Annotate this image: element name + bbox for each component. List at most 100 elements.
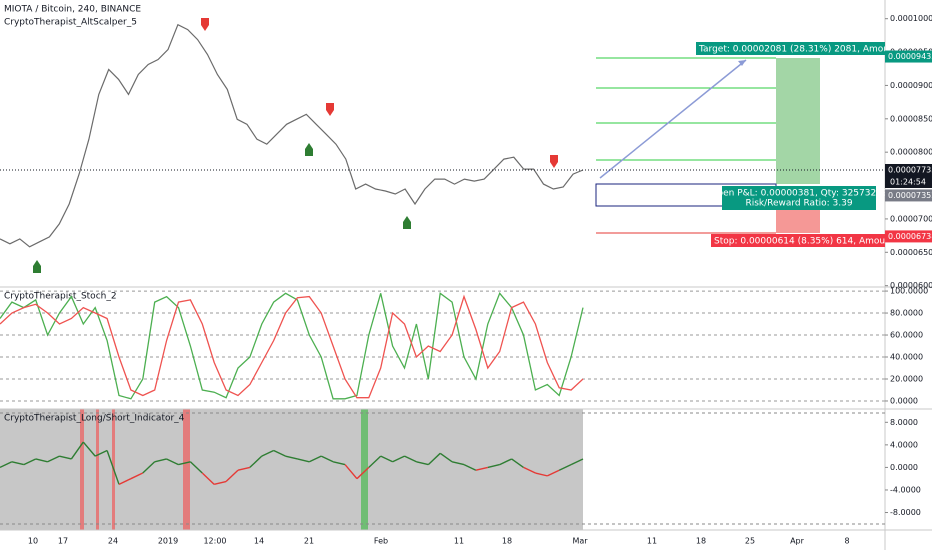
indicator-background bbox=[0, 409, 583, 530]
oscillator-segment bbox=[344, 464, 358, 480]
oscillator-segment bbox=[130, 472, 144, 480]
oscillator-segment bbox=[11, 461, 24, 466]
series-line bbox=[0, 23, 584, 248]
long-signal bbox=[361, 409, 368, 530]
price-tag-label: 0.00009433 bbox=[888, 52, 932, 61]
symbol-title: MIOTA / Bitcoin, 240, BINANCE bbox=[4, 5, 141, 15]
oscillator-segment bbox=[487, 463, 500, 469]
y-tick-label: 20.0000 bbox=[890, 374, 923, 383]
oscillator-segment bbox=[225, 469, 239, 483]
oscillator-segment bbox=[475, 466, 488, 471]
oscillator-segment bbox=[47, 455, 60, 463]
oscillator-segment bbox=[23, 458, 36, 466]
oscillator-segment bbox=[547, 469, 560, 477]
y-tick-label: -8.0000 bbox=[890, 508, 921, 517]
x-tick-label: 17 bbox=[58, 537, 68, 546]
oscillator-segment bbox=[201, 472, 215, 485]
countdown-bg bbox=[885, 175, 932, 188]
stop-label: Stop: 0.00000614 (8.35%) 614, Amount: 80… bbox=[714, 237, 918, 247]
oscillator-segment bbox=[523, 466, 536, 474]
oscillator-segment bbox=[35, 458, 48, 463]
x-tick-label: 14 bbox=[254, 537, 264, 546]
oscillator-segment bbox=[439, 452, 453, 463]
oscillator-segment bbox=[392, 455, 405, 463]
oscillator-segment bbox=[499, 458, 512, 466]
price-tag bbox=[885, 230, 932, 243]
target-label: Target: 0.00002081 (28.31%) 2081, Amount… bbox=[698, 45, 921, 55]
target-label-bg bbox=[696, 42, 885, 55]
x-tick-label: 2019 bbox=[158, 537, 178, 546]
oscillator-segment bbox=[427, 452, 441, 466]
x-tick-label: 8 bbox=[844, 537, 849, 546]
y-tick-label: 80.0000 bbox=[890, 309, 923, 318]
oscillator-segment bbox=[70, 441, 84, 460]
oscillator-segment bbox=[285, 455, 298, 460]
y-tick-label: 40.0000 bbox=[890, 353, 923, 362]
price-tag bbox=[885, 50, 932, 63]
arrow-head bbox=[738, 60, 746, 66]
oscillator-segment bbox=[511, 458, 524, 468]
series-line bbox=[0, 292, 584, 400]
oscillator-segment bbox=[82, 441, 96, 457]
oscillator-segment bbox=[249, 455, 263, 468]
price-tag bbox=[885, 189, 932, 202]
x-tick-label: 11 bbox=[647, 537, 657, 546]
price-tag-label: 0.00007352 bbox=[888, 191, 932, 200]
x-tick-label: 24 bbox=[108, 537, 118, 546]
oscillator-segment bbox=[356, 466, 370, 480]
y-tick-label: 8.0000 bbox=[890, 418, 918, 427]
oscillator-segment bbox=[320, 455, 334, 463]
oscillator-segment bbox=[297, 458, 310, 463]
oscillator-segment bbox=[189, 461, 203, 474]
x-tick-label: 10 bbox=[28, 537, 38, 546]
sell-marker bbox=[201, 18, 209, 31]
oscillator-segment bbox=[332, 461, 346, 466]
oscillator-segment bbox=[309, 455, 322, 463]
oscillator-segment bbox=[237, 466, 251, 471]
oscillator-segment bbox=[178, 461, 191, 466]
price-tag bbox=[885, 163, 932, 176]
short-signal bbox=[183, 409, 190, 530]
oscillator-segment bbox=[558, 463, 572, 471]
countdown: 01:24:54 bbox=[890, 177, 926, 186]
profit-zone bbox=[776, 58, 820, 184]
sell-marker bbox=[550, 155, 558, 168]
oscillator-segment bbox=[261, 449, 274, 457]
indicator-title: CryptoTherapist_Stoch_2 bbox=[4, 292, 117, 302]
x-tick-label: Apr bbox=[790, 537, 805, 546]
pnl-label-bg bbox=[722, 186, 876, 210]
oscillator-segment bbox=[214, 480, 227, 486]
buy-marker bbox=[305, 143, 313, 156]
sell-marker bbox=[326, 103, 334, 116]
oscillator-segment bbox=[416, 461, 429, 466]
oscillator-segment bbox=[368, 455, 382, 468]
short-signal bbox=[80, 409, 84, 530]
y-tick-label: 100.0000 bbox=[890, 287, 928, 296]
oscillator-segment bbox=[463, 463, 477, 471]
x-tick-label: 11 bbox=[454, 537, 464, 546]
oscillator-segment bbox=[570, 458, 584, 466]
y-tick-label: 4.0000 bbox=[890, 440, 918, 449]
x-tick-label: 12:00 bbox=[203, 537, 226, 546]
oscillator-segment bbox=[59, 455, 72, 460]
indicator-title: CryptoTherapist_AltScalper_5 bbox=[4, 18, 137, 28]
oscillator-segment bbox=[380, 455, 393, 463]
x-tick-label: Feb bbox=[374, 537, 388, 546]
oscillator-segment bbox=[94, 449, 108, 457]
x-tick-label: 18 bbox=[502, 537, 512, 546]
indicator-title: CryptoTherapist_Long/Short_Indicator_4 bbox=[4, 414, 185, 424]
price-tag-label: 0.00006738 bbox=[888, 232, 932, 241]
price-tag-label: 0.00007733 bbox=[888, 165, 932, 174]
short-signal bbox=[96, 409, 99, 530]
oscillator-segment bbox=[106, 450, 120, 485]
oscillator-segment bbox=[0, 461, 13, 469]
loss-zone bbox=[776, 206, 820, 233]
buy-marker bbox=[33, 260, 41, 273]
